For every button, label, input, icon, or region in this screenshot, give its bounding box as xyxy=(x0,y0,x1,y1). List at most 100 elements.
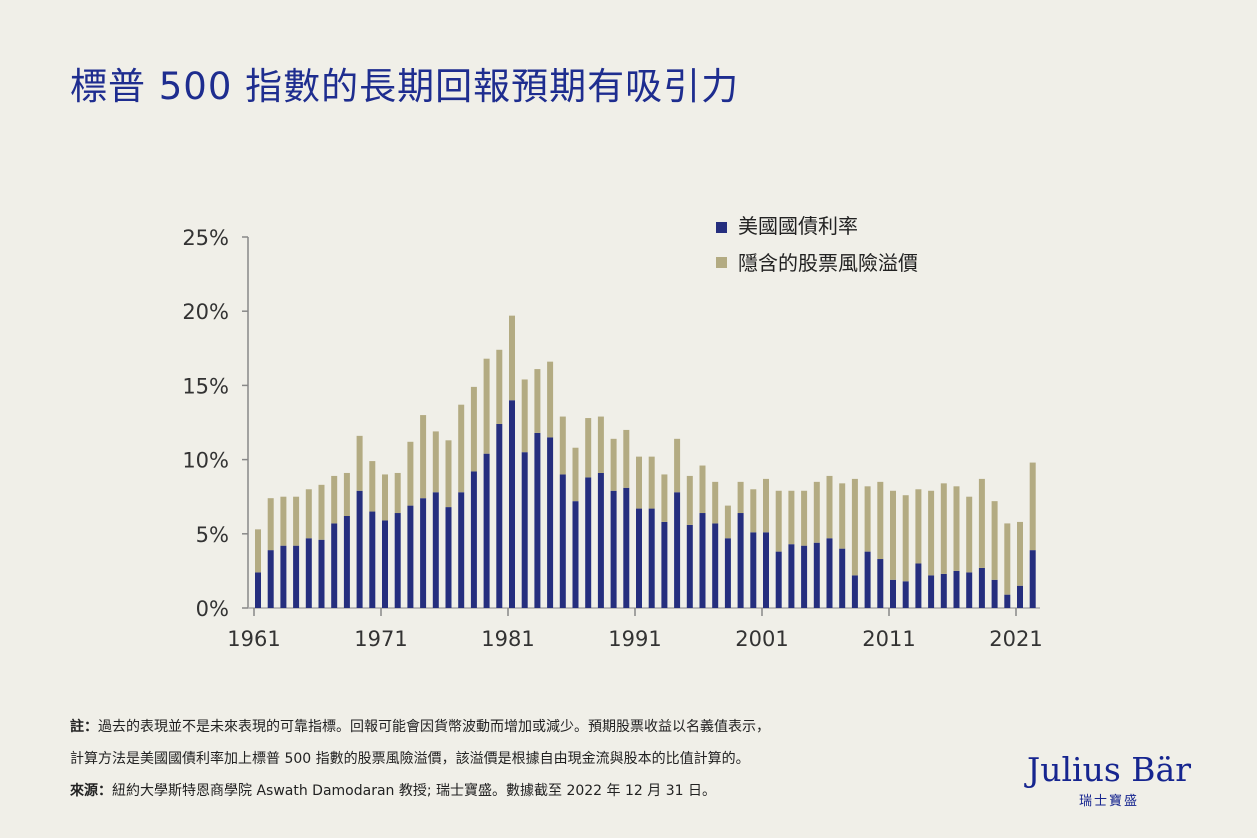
bar-premium-2010 xyxy=(877,481,884,560)
bar-treasury-1980 xyxy=(496,423,503,608)
bar-treasury-2016 xyxy=(953,570,960,608)
bar-treasury-1979 xyxy=(483,453,490,608)
x-tick-label: 1971 xyxy=(354,627,407,651)
bar-treasury-1967 xyxy=(331,523,338,608)
stacked-bar-chart: 0% 5% 10% 15% 20% 25% 1961 1971 1981 1991 2001 201… xyxy=(182,214,1042,651)
julius-baer-logo: Julius Bär 瑞士寶盛 xyxy=(1018,750,1200,810)
bar-treasury-1977 xyxy=(458,492,465,608)
bar-premium-1986 xyxy=(572,447,579,502)
y-tick-label: 20% xyxy=(182,300,229,324)
bar-treasury-1961 xyxy=(255,572,261,608)
y-tick-label: 10% xyxy=(182,449,229,473)
y-tick-label: 25% xyxy=(182,226,229,250)
bar-premium-1969 xyxy=(356,435,363,491)
x-tick-label: 2021 xyxy=(989,627,1042,651)
bar-premium-1975 xyxy=(432,431,439,493)
bar-premium-1966 xyxy=(318,484,325,540)
bar-treasury-2020 xyxy=(1004,594,1011,608)
bar-premium-2006 xyxy=(826,475,833,539)
bar-premium-1987 xyxy=(585,418,592,478)
note-text-1: 過去的表現並不是未來表現的可靠指標。回報可能會因貨幣波動而增加或減少。預期股票收… xyxy=(98,719,770,735)
bar-treasury-2021 xyxy=(1017,585,1023,608)
bar-premium-2002 xyxy=(775,490,782,552)
legend: 美國國債利率 隱含的股票風險溢價 xyxy=(716,214,918,275)
bar-treasury-1982 xyxy=(521,452,528,608)
bar-treasury-1984 xyxy=(547,437,554,608)
bar-premium-2001 xyxy=(763,478,769,533)
bar-premium-1995 xyxy=(686,475,693,525)
bar-treasury-2003 xyxy=(788,544,795,608)
bar-treasury-1969 xyxy=(356,490,363,608)
y-tick-label: 5% xyxy=(196,523,229,547)
bar-premium-1978 xyxy=(470,386,477,472)
y-tick-label: 0% xyxy=(196,597,229,621)
bar-treasury-1994 xyxy=(674,492,681,608)
bar-treasury-1978 xyxy=(470,471,477,608)
bar-treasury-2012 xyxy=(902,581,909,608)
source-line: 來源：紐約大學斯特恩商學院 Aswath Damodaran 教授; 瑞士寶盛。… xyxy=(70,780,716,800)
bar-premium-2018 xyxy=(978,478,985,568)
bar-treasury-1992 xyxy=(648,508,655,608)
bar-premium-1989 xyxy=(610,438,617,491)
bar-premium-1977 xyxy=(458,404,465,493)
bar-treasury-1989 xyxy=(610,490,617,608)
bar-premium-2020 xyxy=(1004,523,1011,595)
bar-treasury-1987 xyxy=(585,477,592,608)
note-label: 註： xyxy=(70,719,98,735)
bar-premium-1985 xyxy=(559,416,566,475)
bar-premium-2016 xyxy=(953,486,960,571)
bar-premium-2008 xyxy=(851,478,858,576)
bar-premium-2005 xyxy=(813,481,820,543)
bar-treasury-2000 xyxy=(750,532,757,608)
bar-treasury-2013 xyxy=(915,563,922,608)
bar-treasury-2017 xyxy=(966,572,973,608)
bar-treasury-2006 xyxy=(826,538,833,608)
bar-premium-1965 xyxy=(305,489,312,539)
bar-premium-1967 xyxy=(331,475,338,524)
bar-premium-1970 xyxy=(369,461,376,512)
bar-premium-1983 xyxy=(534,369,541,433)
bar-premium-1961 xyxy=(255,529,261,573)
bar-treasury-2019 xyxy=(991,579,998,608)
bar-treasury-1976 xyxy=(445,507,452,608)
x-tick-label: 1981 xyxy=(481,627,534,651)
x-tick-label: 2001 xyxy=(735,627,788,651)
logo-name: Julius Bär xyxy=(1027,750,1191,789)
bar-treasury-1985 xyxy=(559,474,566,608)
bar-premium-1962 xyxy=(267,498,274,551)
legend-label-premium: 隱含的股票風險溢價 xyxy=(738,251,918,275)
bar-premium-2009 xyxy=(864,486,871,552)
bar-premium-1968 xyxy=(343,472,350,516)
bar-treasury-1990 xyxy=(623,487,630,608)
bar-treasury-2018 xyxy=(978,567,985,608)
bar-premium-1988 xyxy=(597,416,604,473)
bar-treasury-1986 xyxy=(572,501,579,608)
y-axis: 0% 5% 10% 15% 20% 25% xyxy=(182,226,249,621)
bar-premium-1964 xyxy=(293,496,300,546)
bar-premium-2000 xyxy=(750,489,757,533)
bar-treasury-2010 xyxy=(877,559,884,608)
bar-premium-1982 xyxy=(521,379,528,453)
bar-treasury-1966 xyxy=(318,539,325,608)
bar-treasury-1995 xyxy=(686,524,693,608)
bar-premium-1993 xyxy=(661,474,668,522)
note-line-1: 註：過去的表現並不是未來表現的可靠指標。回報可能會因貨幣波動而增加或減少。預期股… xyxy=(70,716,770,736)
bar-treasury-1997 xyxy=(712,523,719,608)
bar-premium-1984 xyxy=(547,361,554,438)
bar-treasury-1999 xyxy=(737,513,744,608)
bar-premium-1974 xyxy=(420,415,427,499)
bar-premium-2015 xyxy=(940,483,947,574)
bar-premium-2011 xyxy=(890,490,896,580)
bar-treasury-1996 xyxy=(699,513,706,608)
bar-premium-1980 xyxy=(496,349,503,424)
bar-premium-1999 xyxy=(737,481,744,514)
bar-premium-2021 xyxy=(1017,521,1023,586)
bar-premium-2013 xyxy=(915,489,922,564)
bar-treasury-1998 xyxy=(724,538,731,608)
bar-treasury-1991 xyxy=(636,508,642,608)
bar-premium-1976 xyxy=(445,440,452,508)
bar-premium-1972 xyxy=(394,472,401,514)
note-text-2: 計算方法是美國國債利率加上標普 500 指數的股票風險溢價，該溢價是根據自由現金… xyxy=(70,751,750,767)
bar-treasury-1981 xyxy=(509,400,515,608)
bar-premium-1963 xyxy=(280,496,287,546)
